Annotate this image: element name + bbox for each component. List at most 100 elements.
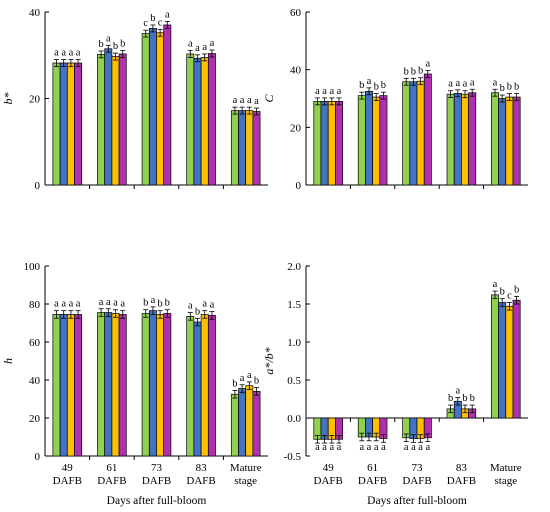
x-category-label: 83	[456, 462, 468, 474]
bar-hue-c1-s0	[97, 312, 106, 457]
bar-chroma-c1-s3	[379, 95, 388, 186]
bar-chroma-c1-s2	[372, 96, 381, 186]
x-category-label: DAFB	[447, 475, 476, 487]
bar-a-over-b-c4-s3	[512, 299, 521, 419]
significance-letter: c	[507, 290, 512, 301]
significance-letter: a	[233, 95, 238, 106]
significance-letter: a	[151, 295, 156, 306]
significance-letter: a	[69, 48, 74, 59]
bar-chroma-c2-s2	[416, 80, 425, 186]
significance-letter: a	[448, 79, 453, 90]
significance-letter: a	[188, 38, 193, 49]
significance-letter: a	[188, 301, 193, 312]
significance-letter: a	[202, 42, 207, 53]
bar-b-star-c3-s1	[193, 57, 202, 186]
x-category-label: 49	[62, 462, 74, 474]
significance-letter: a	[359, 442, 364, 453]
bar-hue-c1-s2	[111, 313, 120, 457]
x-category-label: 73	[412, 462, 424, 474]
bar-hue-c2-s0	[141, 313, 150, 457]
y-tick-label: 40	[29, 7, 41, 19]
significance-letter: a	[404, 442, 409, 453]
significance-letter: a	[493, 77, 498, 88]
y-tick-label: 20	[29, 94, 41, 106]
bar-chroma-c1-s0	[357, 95, 366, 186]
significance-letter: b	[165, 298, 170, 309]
x-category-label: 49	[323, 462, 335, 474]
x-category-label: Mature	[490, 462, 522, 474]
bar-chroma-c0-s2	[327, 101, 336, 186]
bar-hue-c0-s1	[59, 314, 68, 457]
x-category-label: DAFB	[358, 475, 387, 487]
significance-letter: b	[514, 82, 519, 93]
bar-b-star-c4-s2	[245, 110, 254, 186]
y-tick-label: 20	[29, 413, 41, 425]
bar-hue-c0-s2	[66, 314, 75, 457]
significance-letter: a	[76, 299, 81, 310]
significance-letter: a	[54, 299, 59, 310]
significance-letter: a	[463, 79, 468, 90]
bar-chroma-c3-s3	[468, 92, 477, 186]
bar-hue-c0-s0	[52, 314, 61, 457]
significance-letter: b	[359, 80, 364, 91]
bar-b-star-c2-s0	[141, 33, 150, 186]
significance-letter: a	[61, 48, 66, 59]
significance-letter: a	[418, 442, 423, 453]
bar-hue-c3-s1	[193, 321, 202, 457]
significance-letter: a	[367, 76, 372, 87]
significance-letter: b	[462, 393, 467, 404]
bar-a-over-b-c4-s1	[498, 302, 507, 419]
bar-hue-c0-s3	[74, 314, 83, 457]
x-category-label: stage	[494, 475, 517, 487]
x-category-label: DAFB	[53, 475, 82, 487]
bar-hue-c3-s2	[200, 314, 209, 457]
bar-a-over-b-c4-s2	[505, 305, 514, 419]
significance-letter: b	[113, 41, 118, 52]
bar-b-star-c1-s2	[111, 56, 120, 186]
significance-letter: a	[425, 59, 430, 70]
bar-b-star-c2-s1	[148, 28, 157, 186]
significance-letter: a	[322, 86, 327, 97]
bar-chroma-c2-s0	[402, 81, 411, 186]
significance-letter: a	[165, 10, 170, 21]
significance-letter: a	[240, 373, 245, 384]
y-tick-label: 0	[296, 180, 302, 192]
bar-b-star-c1-s3	[118, 53, 127, 186]
significance-letter: c	[158, 17, 163, 28]
significance-letter: a	[247, 95, 252, 106]
x-category-label: 61	[106, 462, 117, 474]
significance-letter: a	[470, 77, 475, 88]
y-axis-label: b*	[1, 93, 15, 105]
significance-letter: b	[150, 13, 155, 24]
significance-letter: b	[195, 306, 200, 317]
significance-letter: a	[322, 442, 327, 453]
significance-letter: a	[202, 299, 207, 310]
bar-chroma-c0-s3	[335, 101, 343, 186]
significance-letter: a	[120, 299, 125, 310]
bar-chroma-c2-s3	[423, 73, 432, 186]
significance-letter: a	[113, 298, 118, 309]
significance-letter: a	[493, 279, 498, 290]
x-category-label: Mature	[230, 462, 262, 474]
x-category-label: DAFB	[97, 475, 126, 487]
x-category-label: DAFB	[186, 475, 215, 487]
y-tick-label: 60	[29, 337, 41, 349]
bar-chroma-c3-s0	[446, 93, 455, 186]
significance-letter: b	[254, 376, 259, 387]
significance-letter: b	[404, 66, 409, 77]
significance-letter: a	[76, 48, 81, 59]
x-axis-title: Days after full-bloom	[107, 495, 207, 507]
significance-letter: a	[455, 385, 460, 396]
significance-letter: a	[329, 86, 334, 97]
bar-b-star-c0-s0	[52, 62, 61, 186]
significance-letter: a	[329, 442, 334, 453]
bar-hue-c3-s0	[186, 316, 195, 457]
bar-b-star-c1-s0	[97, 54, 106, 186]
y-tick-label: 40	[290, 65, 302, 77]
significance-letter: a	[411, 442, 416, 453]
bar-hue-c1-s3	[118, 314, 127, 457]
